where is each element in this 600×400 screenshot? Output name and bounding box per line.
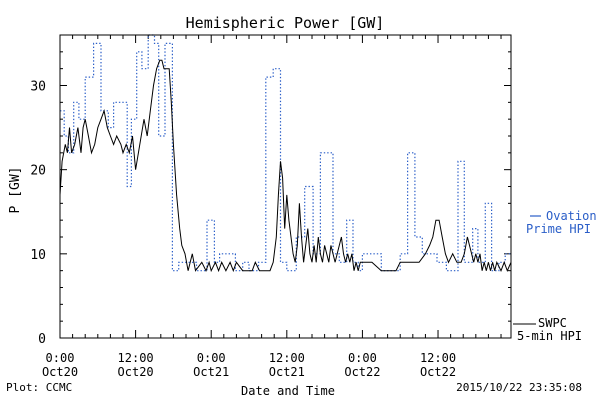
y-axis-label: P [GW] [8,167,23,214]
x-tick-label-date: Oct20 [118,365,154,379]
series-line-swpc-5min-hpi [59,59,512,273]
series-line-ovation-prime-hpi [60,34,511,272]
chart-title: Hemispheric Power [GW] [186,14,385,32]
x-tick-label-time: 0:00 [197,351,226,365]
x-tick-label-date: Oct22 [420,365,456,379]
y-tick-label: 20 [30,164,46,179]
x-tick-label-time: 0:00 [46,351,75,365]
x-tick-label-date: Oct22 [344,365,380,379]
legend-ovation-line2: Prime HPI [526,222,591,236]
x-tick-label-time: 12:00 [269,351,305,365]
axis-ticks: 01020300:00Oct2012:00Oct200:00Oct2112:00… [30,34,511,379]
x-tick-label-date: Oct21 [193,365,229,379]
x-tick-label-time: 12:00 [420,351,456,365]
legend-ovation-line1: Ovation [546,209,597,223]
plot-timestamp: 2015/10/22 23:35:08 [456,381,582,394]
legend-swpc-line1: SWPC [538,316,567,330]
plot-area-frame [59,34,512,339]
x-axis-label: Date and Time [241,384,335,398]
y-tick-label: 0 [38,332,46,347]
y-tick-label: 10 [30,248,46,263]
x-tick-label-date: Oct21 [269,365,305,379]
legend-swpc-line2: 5-min HPI [517,329,582,343]
x-tick-label-date: Oct20 [42,365,78,379]
data-series [59,34,512,273]
x-tick-label-time: 0:00 [348,351,377,365]
y-tick-label: 30 [30,80,46,95]
legend: Ovation Prime HPI SWPC 5-min HPI [513,209,597,343]
x-tick-label-time: 12:00 [118,351,154,365]
plot-credit: Plot: CCMC [6,381,73,394]
